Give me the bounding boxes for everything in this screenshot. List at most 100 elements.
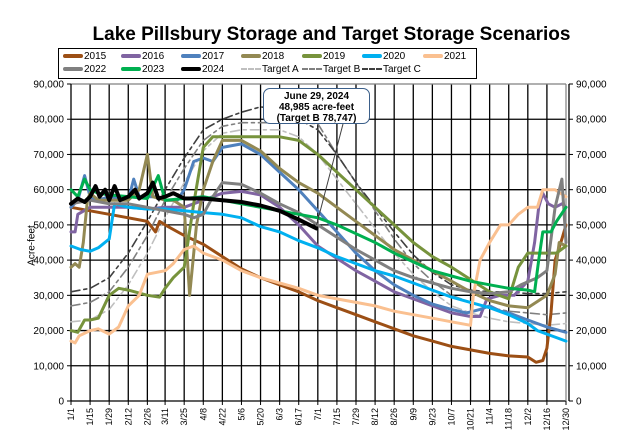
annotation-line-target: (Target B 78,747): [276, 113, 357, 124]
annotation-line-date: June 29, 2024: [283, 91, 350, 102]
series-line-2015: [69, 205, 568, 364]
legend-label: 2020: [383, 51, 406, 62]
legend-label: 2015: [84, 51, 107, 62]
legend-item-2023: 2023: [121, 64, 164, 76]
x-tick-label: 2/12: [123, 408, 133, 426]
x-tick-label: 9/9: [408, 408, 418, 421]
legend-swatch: [302, 54, 322, 59]
y-tick-label-right: 60,000: [576, 185, 607, 196]
legend-label: Target C: [383, 64, 421, 75]
y-tick-label-right: 70,000: [576, 150, 607, 161]
legend-item-2015: 2015: [63, 51, 106, 63]
legend-swatch: [63, 67, 83, 72]
legend: 2015 2016 2017 2018 2019 2020 2021 2022 2023 2024…: [58, 48, 477, 79]
y-tick-label-right: 40,000: [576, 256, 607, 267]
legend-item-2022: 2022: [63, 64, 106, 76]
y-tick-label-left: 10,000: [33, 361, 64, 372]
x-tick-label: 7/1: [313, 408, 323, 421]
x-tick-label: 7/15: [332, 408, 342, 426]
x-tick-label: 9/23: [427, 408, 437, 426]
legend-item-target-c: Target C: [362, 64, 421, 76]
legend-swatch: [302, 68, 322, 71]
legend-swatch: [241, 68, 261, 71]
legend-label: Target A: [262, 64, 299, 75]
y-tick-label-left: 90,000: [33, 80, 64, 91]
series-line-2018: [69, 138, 568, 310]
legend-label: Target B: [323, 64, 361, 75]
annotation-line-value: 48,985 acre-feet: [278, 102, 355, 113]
legend-item-target-b: Target B: [302, 64, 360, 76]
legend-item-2016: 2016: [121, 51, 164, 63]
y-tick-label-left: 70,000: [33, 150, 64, 161]
legend-swatch: [423, 54, 443, 59]
legend-swatch: [362, 68, 382, 71]
series-line-2019: [69, 135, 568, 334]
x-tick-label: 5/6: [236, 408, 246, 421]
x-tick-label: 4/22: [217, 408, 227, 426]
legend-label: 2019: [323, 51, 346, 62]
legend-label: 2024: [202, 64, 225, 75]
y-tick-label-right: 90,000: [576, 80, 607, 91]
x-tick-label: 12/16: [542, 408, 552, 431]
chart-title: Lake Pillsbury Storage and Target Storag…: [92, 24, 571, 45]
y-tick-label-right: 30,000: [576, 291, 607, 302]
legend-swatch: [181, 54, 201, 59]
legend-label: 2017: [202, 51, 225, 62]
x-tick-label: 5/20: [256, 408, 266, 426]
legend-swatch: [241, 54, 261, 59]
annotation-pointer: [315, 123, 344, 226]
y-tick-label-left: 30,000: [33, 291, 64, 302]
x-tick-label: 1/15: [85, 408, 95, 426]
y-tick-label-left: 0: [58, 397, 64, 408]
legend-swatch: [121, 67, 141, 72]
x-tick-label: 8/12: [370, 408, 380, 426]
y-tick-label-right: 80,000: [576, 115, 607, 126]
x-tick-label: 6/17: [294, 408, 304, 426]
y-tick-label-right: 0: [576, 397, 582, 408]
series-line-2021: [69, 188, 568, 345]
legend-swatch: [63, 54, 83, 59]
y-axis-label: Acre-feet: [26, 225, 38, 266]
x-tick-label: 11/4: [485, 408, 495, 425]
x-tick-label: 1/1: [66, 408, 76, 421]
legend-label: 2023: [142, 64, 165, 75]
legend-swatch: [362, 54, 382, 59]
x-tick-label: 8/26: [389, 408, 399, 426]
legend-item-2020: 2020: [362, 51, 405, 63]
x-tick-label: 10/7: [446, 408, 456, 426]
y-tick-label-left: 50,000: [33, 220, 64, 231]
y-tick-label-right: 10,000: [576, 361, 607, 372]
legend-item-2019: 2019: [302, 51, 345, 63]
x-tick-label: 3/11: [160, 408, 170, 425]
x-tick-label: 12/30: [561, 408, 571, 431]
x-tick-label: 12/2: [523, 408, 533, 426]
y-tick-label-left: 40,000: [33, 256, 64, 267]
x-tick-label: 11/18: [504, 408, 514, 430]
legend-swatch: [121, 54, 141, 59]
series-line-target-c: [70, 106, 567, 295]
y-tick-label-right: 50,000: [576, 220, 607, 231]
y-tick-label-right: 20,000: [576, 326, 607, 337]
x-tick-label: 10/21: [466, 408, 476, 431]
series-line-2022: [69, 177, 568, 296]
y-tick-label-left: 60,000: [33, 185, 64, 196]
x-tick-label: 6/3: [275, 408, 285, 421]
legend-item-2021: 2021: [423, 51, 466, 63]
legend-item-2018: 2018: [241, 51, 284, 63]
legend-item-2024: 2024: [181, 64, 224, 76]
annotation-callout: June 29, 2024 48,985 acre-feet (Target B…: [263, 88, 370, 124]
legend-item-2017: 2017: [181, 51, 224, 63]
legend-label: 2021: [444, 51, 467, 62]
legend-label: 2022: [84, 64, 107, 75]
x-tick-label: 1/29: [104, 408, 114, 426]
series-line-2023: [69, 174, 568, 294]
y-tick-label-left: 80,000: [33, 115, 64, 126]
legend-label: 2018: [262, 51, 285, 62]
legend-swatch: [181, 67, 201, 72]
x-tick-label: 7/29: [351, 408, 361, 426]
y-tick-label-left: 20,000: [33, 326, 64, 337]
x-tick-label: 2/26: [142, 408, 152, 426]
series-line-2024: [69, 180, 319, 231]
legend-label: 2016: [142, 51, 165, 62]
